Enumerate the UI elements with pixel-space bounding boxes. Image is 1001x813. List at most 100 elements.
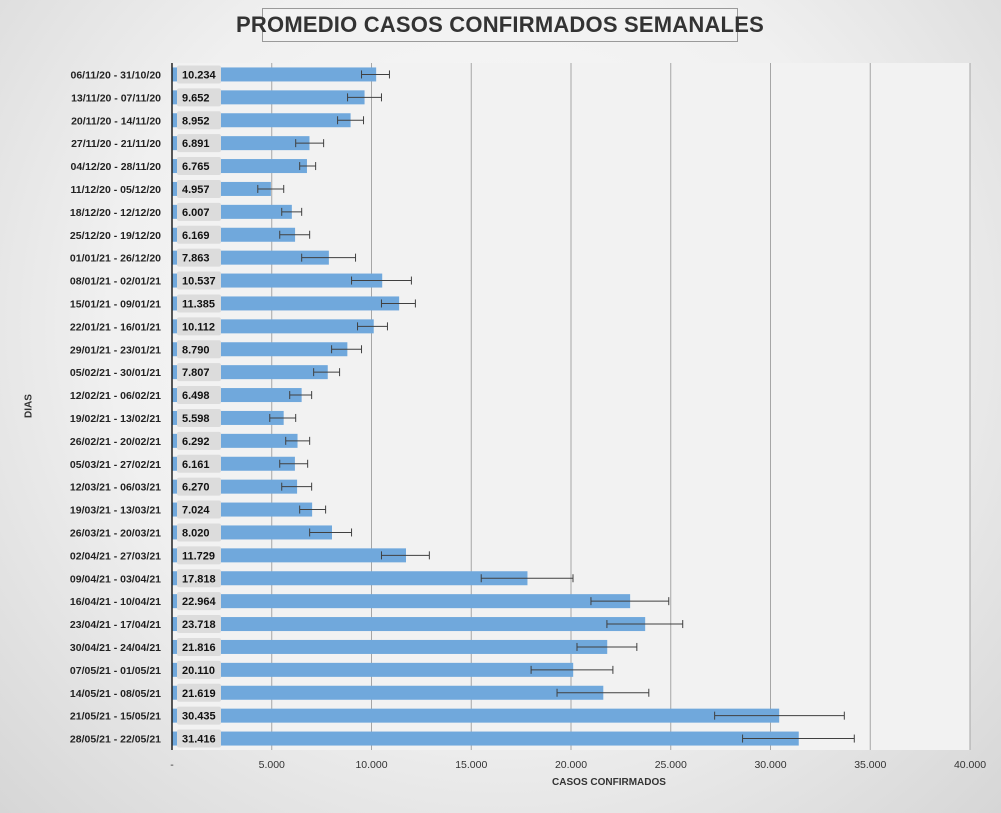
bar	[172, 708, 780, 723]
data-label-box	[177, 546, 221, 565]
category-label: 05/03/21 - 27/02/21	[70, 459, 161, 471]
category-label: 12/03/21 - 06/03/21	[70, 482, 161, 494]
data-label: 31.416	[182, 734, 216, 746]
data-label-box	[177, 615, 221, 634]
bar	[172, 548, 406, 563]
bar	[172, 273, 383, 288]
data-label-box	[177, 340, 221, 359]
data-label: 30.435	[182, 711, 216, 723]
bar	[172, 319, 374, 334]
data-label-box	[177, 248, 221, 267]
chart-title: PROMEDIO CASOS CONFIRMADOS SEMANALES	[236, 8, 764, 42]
data-label: 8.790	[182, 344, 210, 356]
data-label-box	[177, 225, 221, 244]
category-label: 09/04/21 - 03/04/21	[70, 573, 161, 585]
data-label: 10.234	[182, 69, 217, 81]
category-label: 23/04/21 - 17/04/21	[70, 619, 161, 631]
bar	[172, 662, 574, 677]
data-label: 7.807	[182, 367, 210, 379]
data-label-box	[177, 271, 221, 290]
data-label-box	[177, 431, 221, 450]
x-tick-label: -	[170, 759, 174, 771]
data-label-box	[177, 88, 221, 107]
data-label: 7.863	[182, 253, 210, 265]
x-tick-label: 40.000	[954, 759, 986, 771]
data-label-box	[177, 179, 221, 198]
data-label: 6.765	[182, 161, 210, 173]
data-label-box	[177, 477, 221, 496]
data-label: 6.161	[182, 459, 210, 471]
category-label: 05/02/21 - 30/01/21	[70, 367, 161, 379]
category-label: 19/03/21 - 13/03/21	[70, 505, 161, 517]
data-label-box	[177, 202, 221, 221]
data-label-box	[177, 592, 221, 611]
data-label: 20.110	[182, 665, 215, 677]
bar	[172, 617, 646, 632]
data-label-box	[177, 363, 221, 382]
data-label-box	[177, 500, 221, 519]
category-label: 04/12/20 - 28/11/20	[71, 161, 162, 173]
data-label: 6.169	[182, 230, 210, 242]
data-label: 6.270	[182, 482, 210, 494]
category-label: 13/11/20 - 07/11/20	[71, 92, 161, 104]
x-tick-label: 20.000	[555, 759, 587, 771]
x-tick-label: 15.000	[455, 759, 487, 771]
category-label: 06/11/20 - 31/10/20	[71, 69, 162, 81]
category-label: 27/11/20 - 21/11/20	[71, 138, 161, 150]
data-label: 22.964	[182, 596, 217, 608]
data-label: 21.619	[182, 688, 216, 700]
data-label-box	[177, 134, 221, 153]
category-label: 08/01/21 - 02/01/21	[70, 276, 161, 288]
data-label-box	[177, 706, 221, 725]
category-label: 01/01/21 - 26/12/20	[70, 253, 161, 265]
data-label-box	[177, 637, 221, 656]
data-label-box	[177, 454, 221, 473]
x-tick-label: 5.000	[259, 759, 285, 771]
data-label-box	[177, 729, 221, 748]
category-label: 12/02/21 - 06/02/21	[70, 390, 161, 402]
x-tick-label: 35.000	[854, 759, 886, 771]
bar	[172, 639, 608, 654]
data-label: 6.498	[182, 390, 210, 402]
data-label-box	[177, 157, 221, 176]
data-label-box	[177, 660, 221, 679]
data-label: 7.024	[182, 505, 210, 517]
bar	[172, 571, 528, 586]
x-axis-label: CASOS CONFIRMADOS	[552, 777, 666, 788]
bar	[172, 594, 631, 609]
bar	[172, 296, 400, 311]
category-label: 22/01/21 - 16/01/21	[70, 321, 161, 333]
category-label: 16/04/21 - 10/04/21	[70, 596, 161, 608]
bar	[172, 731, 799, 746]
data-label: 8.952	[182, 115, 210, 127]
category-label: 11/12/20 - 05/12/20	[71, 184, 162, 196]
data-label: 17.818	[182, 573, 216, 585]
data-label: 10.537	[182, 276, 216, 288]
category-label: 14/05/21 - 08/05/21	[70, 688, 161, 700]
category-label: 15/01/21 - 09/01/21	[70, 298, 161, 310]
category-label: 21/05/21 - 15/05/21	[70, 711, 161, 723]
category-label: 02/04/21 - 27/03/21	[70, 550, 161, 562]
data-label: 6.292	[182, 436, 210, 448]
data-label-box	[177, 111, 221, 130]
category-label: 26/02/21 - 20/02/21	[70, 436, 161, 448]
data-label: 21.816	[182, 642, 216, 654]
data-label: 11.729	[182, 550, 215, 562]
bar	[172, 67, 377, 82]
category-label: 29/01/21 - 23/01/21	[70, 344, 161, 356]
x-tick-label: 25.000	[655, 759, 687, 771]
data-label: 11.385	[182, 298, 215, 310]
category-label: 20/11/20 - 14/11/20	[71, 115, 161, 127]
data-label-box	[177, 408, 221, 427]
x-tick-label: 30.000	[754, 759, 786, 771]
data-label: 8.020	[182, 527, 210, 539]
data-label-box	[177, 386, 221, 405]
data-label: 10.112	[182, 321, 215, 333]
data-label: 5.598	[182, 413, 210, 425]
category-label: 30/04/21 - 24/04/21	[70, 642, 161, 654]
data-label: 4.957	[182, 184, 210, 196]
category-label: 26/03/21 - 20/03/21	[70, 527, 161, 539]
data-label-box	[177, 65, 221, 84]
data-label-box	[177, 683, 221, 702]
